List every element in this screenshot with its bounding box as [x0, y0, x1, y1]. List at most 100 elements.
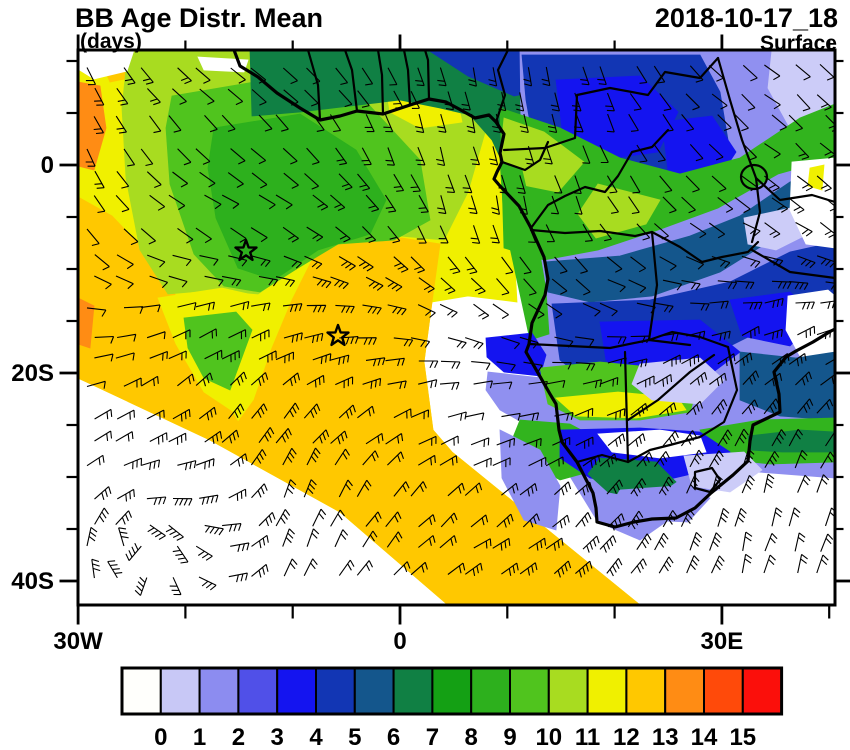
wind-barb	[709, 532, 722, 551]
wind-barb	[117, 488, 135, 502]
wind-barb	[117, 333, 137, 342]
wind-barb	[228, 403, 245, 420]
wind-barb	[362, 304, 382, 315]
wind-barb	[312, 114, 325, 132]
wind-barb	[764, 451, 780, 468]
region-coastal-green-strip	[499, 159, 550, 341]
wind-barb	[362, 226, 377, 244]
wind-barb	[335, 67, 349, 86]
wind-barb	[686, 400, 704, 415]
wind-barb	[554, 256, 568, 274]
wind-barb	[491, 195, 500, 215]
wind-barb	[551, 195, 560, 215]
wind-barb	[636, 223, 651, 241]
wind-barb	[519, 336, 539, 349]
wind-barb	[335, 147, 348, 166]
wind-barb	[816, 474, 830, 493]
colorbar-cell-15	[703, 667, 744, 715]
wind-barb	[764, 297, 784, 309]
wind-barb	[385, 433, 404, 445]
wind-barb	[168, 115, 182, 133]
wind-barb	[636, 66, 648, 84]
wind-barb	[93, 116, 104, 135]
wind-barb	[334, 448, 350, 466]
plot-units-label: (days)	[80, 30, 142, 53]
wind-barb	[393, 337, 414, 347]
wind-barb	[501, 562, 519, 576]
region-blue-congo-1	[555, 75, 679, 161]
wind-barb	[204, 349, 223, 360]
wind-barb	[393, 173, 405, 192]
wind-barb	[116, 254, 134, 270]
wind-barb	[552, 361, 572, 370]
wind-barb	[172, 497, 193, 506]
wind-barb	[172, 408, 191, 422]
wind-barb	[361, 67, 374, 86]
wind-barb	[415, 146, 426, 166]
wind-barb	[680, 509, 695, 527]
wind-barb	[116, 409, 135, 420]
wind-barb	[552, 436, 571, 447]
colorbar-cell-11	[547, 667, 589, 715]
wind-barb	[418, 360, 439, 369]
wind-barb	[221, 350, 240, 363]
wind-barb	[227, 88, 244, 106]
wind-barb	[141, 375, 159, 387]
wind-barb	[686, 555, 700, 574]
wind-barb	[147, 524, 166, 540]
wind-barb	[523, 67, 533, 87]
wind-barb	[94, 353, 114, 362]
wind-barb	[662, 430, 679, 447]
wind-barb	[742, 370, 760, 385]
wind-barb	[444, 91, 455, 111]
wind-barb	[195, 301, 215, 311]
wind-barb	[575, 436, 594, 449]
wind-barb	[599, 302, 618, 317]
region-yellowgreen-streak-2	[577, 183, 661, 239]
wind-barb	[468, 195, 478, 215]
wind-barb	[681, 196, 696, 214]
border-nigeria-cameroon	[494, 50, 510, 124]
wind-barb	[140, 148, 154, 167]
wind-barb	[86, 307, 107, 317]
wind-barb	[140, 67, 154, 85]
wind-barb	[628, 113, 639, 132]
wind-barb	[251, 329, 270, 342]
colorbar: 0 1 2 3 4 5 6 7 8 9 10 11 12 13 14 15	[120, 666, 784, 750]
wind-barb	[599, 145, 609, 164]
wind-barb	[125, 542, 142, 561]
wind-barb	[528, 456, 547, 467]
wind-barb	[172, 545, 189, 564]
wind-barbs	[85, 63, 835, 596]
border-drc-east	[716, 56, 762, 244]
wind-barb	[797, 255, 816, 269]
colorbar-label-9: 9	[503, 724, 516, 750]
wind-barb	[227, 172, 244, 188]
wind-barb	[717, 507, 730, 527]
wind-barb	[764, 222, 781, 238]
wind-barb	[545, 303, 563, 319]
border-niger-delta-border	[423, 50, 431, 101]
wind-barb	[662, 510, 678, 528]
wind-barb	[251, 563, 269, 578]
wind-barb	[172, 88, 187, 105]
colorbar-label-2: 2	[232, 724, 245, 750]
colorbar-cell-9	[470, 667, 512, 715]
wind-barb	[685, 175, 700, 193]
colorbar-cell-2	[198, 667, 240, 715]
wind-barb	[662, 279, 683, 291]
wind-barb	[605, 92, 615, 112]
wind-barb	[795, 64, 811, 81]
wind-barb	[708, 143, 724, 161]
wind-barb	[91, 558, 101, 579]
region-yellow-east-sliver	[807, 164, 825, 191]
wind-barb	[606, 479, 624, 495]
wind-barb	[312, 276, 332, 289]
wind-barb	[742, 448, 755, 468]
wind-barb	[553, 560, 572, 578]
wind-barb	[501, 482, 519, 496]
border-lesotho	[693, 466, 722, 494]
wind-barb	[543, 145, 553, 165]
colorbar-cell-0	[121, 667, 162, 715]
wind-barb	[362, 377, 382, 389]
